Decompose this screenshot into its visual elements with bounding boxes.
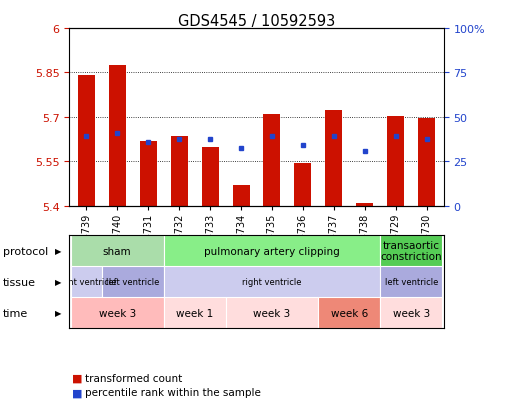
Text: transaortic
constriction: transaortic constriction: [381, 240, 442, 262]
Text: week 6: week 6: [331, 308, 368, 318]
Bar: [202, 147, 219, 206]
Bar: [78, 76, 95, 206]
Bar: [71, 235, 164, 266]
Text: left ventricle: left ventricle: [106, 278, 160, 286]
Text: week 3: week 3: [98, 308, 136, 318]
Text: ■: ■: [72, 373, 82, 383]
Bar: [226, 297, 319, 328]
Bar: [109, 66, 126, 206]
Bar: [380, 266, 442, 297]
Text: protocol: protocol: [3, 246, 48, 256]
Bar: [232, 186, 249, 206]
Bar: [264, 115, 281, 206]
Bar: [140, 141, 156, 206]
Bar: [418, 119, 435, 206]
Text: week 3: week 3: [392, 308, 430, 318]
Text: ▶: ▶: [55, 247, 62, 255]
Text: pulmonary artery clipping: pulmonary artery clipping: [204, 246, 340, 256]
Bar: [102, 266, 164, 297]
Text: week 1: week 1: [176, 308, 213, 318]
Bar: [325, 110, 342, 206]
Text: left ventricle: left ventricle: [385, 278, 438, 286]
Text: ■: ■: [72, 387, 82, 397]
Text: ▶: ▶: [55, 278, 62, 286]
Bar: [319, 297, 380, 328]
Text: time: time: [3, 308, 28, 318]
Bar: [164, 297, 226, 328]
Text: right ventricle: right ventricle: [242, 278, 302, 286]
Bar: [294, 164, 311, 206]
Text: GDS4545 / 10592593: GDS4545 / 10592593: [178, 14, 335, 29]
Text: sham: sham: [103, 246, 131, 256]
Text: right ventricle: right ventricle: [56, 278, 116, 286]
Text: week 3: week 3: [253, 308, 290, 318]
Text: ▶: ▶: [55, 309, 62, 317]
Bar: [71, 266, 102, 297]
Bar: [171, 137, 188, 206]
Bar: [357, 204, 373, 206]
Text: transformed count: transformed count: [85, 373, 182, 383]
Bar: [164, 235, 380, 266]
Bar: [380, 297, 442, 328]
Bar: [380, 235, 442, 266]
Bar: [387, 116, 404, 206]
Text: percentile rank within the sample: percentile rank within the sample: [85, 387, 261, 397]
Text: tissue: tissue: [3, 277, 35, 287]
Bar: [164, 266, 380, 297]
Bar: [71, 297, 164, 328]
